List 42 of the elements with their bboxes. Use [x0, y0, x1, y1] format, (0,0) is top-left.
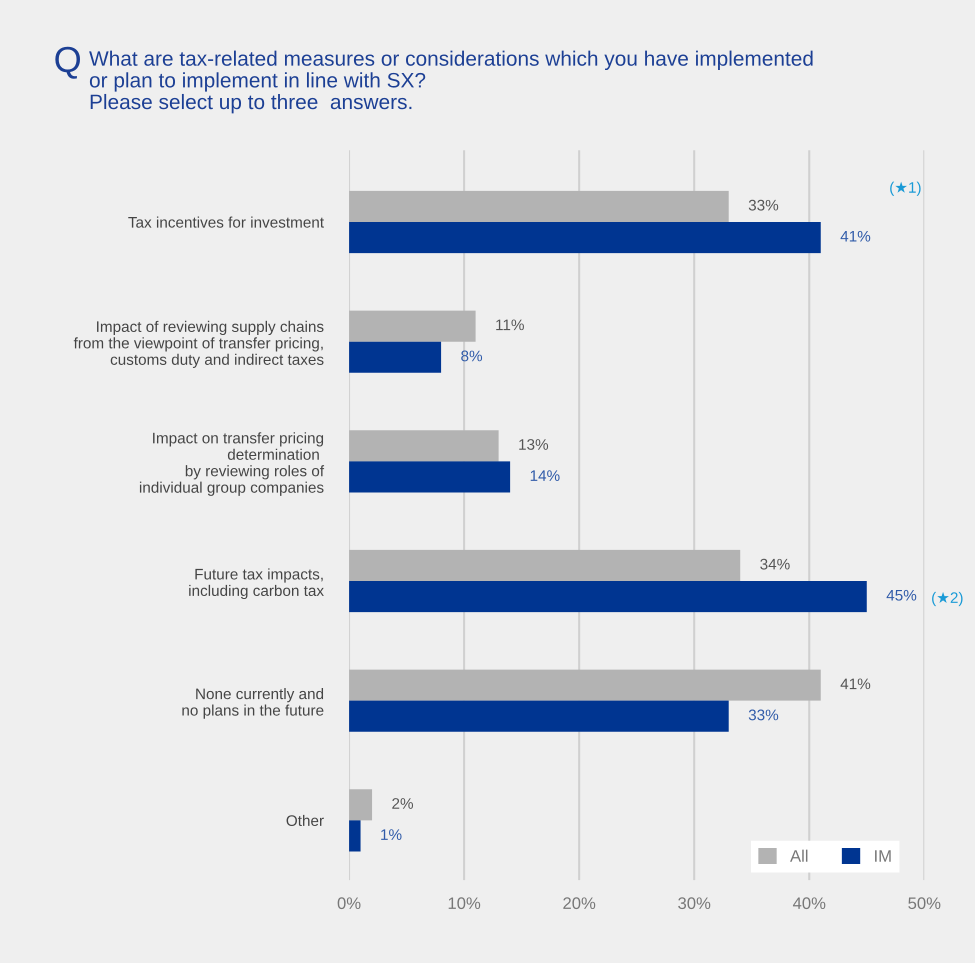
data-label: 41% — [840, 230, 870, 242]
annotation: (★1) — [890, 182, 921, 196]
data-label: 14% — [530, 470, 560, 481]
x-tick-label: 10% — [448, 897, 480, 910]
bar — [349, 789, 372, 820]
data-label: 33% — [748, 710, 778, 720]
bar — [349, 820, 361, 852]
data-label: 11% — [496, 319, 524, 330]
x-tick-label: 40% — [792, 897, 826, 910]
bar — [349, 550, 740, 582]
data-label: 2% — [392, 798, 414, 809]
x-tick-label: 30% — [678, 897, 710, 910]
data-label: 45% — [886, 590, 916, 601]
text: Q — [55, 46, 80, 79]
data-label: 13% — [519, 439, 548, 450]
data-label: 1% — [381, 829, 402, 840]
bar — [349, 222, 821, 254]
y-tick-label: Impact of reviewing supply chains from the viewpoint of transfer pricing, customs duty and indirect taxes — [74, 320, 324, 368]
x-tick-label: 50% — [908, 897, 940, 910]
data-label: 33% — [748, 200, 778, 211]
data-label: 41% — [840, 678, 870, 690]
y-tick-label: Future tax impacts, including carbon tax — [189, 568, 324, 600]
x-tick-label: 0% — [338, 897, 360, 910]
bar — [349, 342, 442, 373]
y-tick-label: Other — [286, 814, 324, 826]
data-label: 8% — [461, 350, 482, 362]
bar — [349, 190, 729, 222]
bar — [349, 700, 729, 732]
x-tick-label: 20% — [563, 897, 596, 910]
y-tick-label: Impact on transfer pricing determination by reviewing roles of individual group companies — [140, 432, 324, 496]
chart-title: What are tax-related measures or considerations which you have implemented or plan to implement in line with SX? Please select up to three answers. — [89, 50, 813, 114]
text: (★2) — [932, 592, 963, 606]
data-label: 34% — [760, 558, 790, 570]
bar — [349, 670, 821, 701]
y-tick-label: Tax incentives for investment — [128, 216, 324, 228]
bar — [349, 310, 476, 342]
bar — [349, 581, 867, 612]
bar — [349, 461, 510, 492]
bar — [349, 430, 499, 462]
y-tick-label: None currently and no plans in the future — [182, 688, 324, 719]
legend-label: All — [790, 850, 808, 862]
legend-label: IM — [875, 850, 891, 862]
